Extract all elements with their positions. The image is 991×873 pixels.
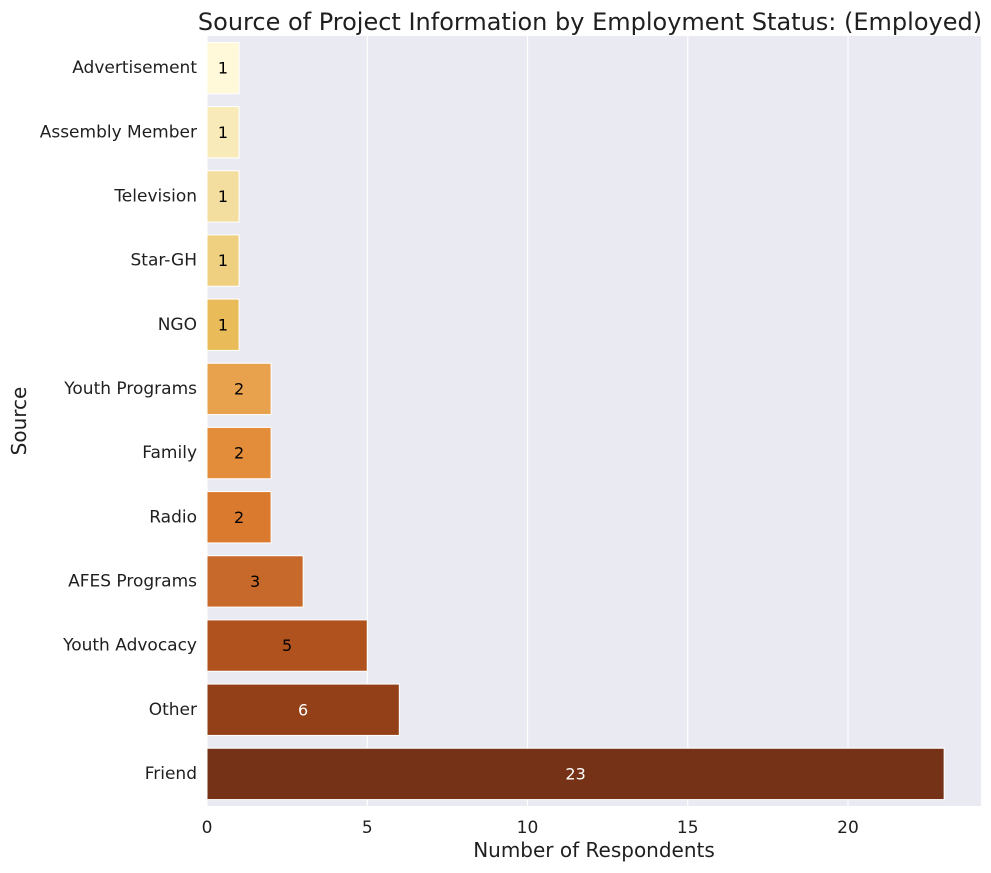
x-tick-label: 5 — [362, 818, 373, 838]
y-tick-label: Other — [149, 700, 197, 720]
bar — [206, 491, 272, 544]
bars — [206, 41, 945, 801]
y-tick-label: Youth Programs — [63, 379, 197, 399]
bar-value-label: 2 — [234, 508, 244, 527]
bar — [206, 747, 945, 801]
y-tick-label: AFES Programs — [68, 571, 197, 591]
bar — [206, 555, 304, 608]
bar-value-label: 5 — [282, 636, 292, 655]
bar-value-label: 1 — [218, 251, 228, 270]
y-tick-label: Friend — [145, 764, 197, 784]
bar-value-label: 1 — [218, 59, 228, 78]
bar-value-label: 2 — [234, 379, 244, 398]
x-tick-label: 0 — [202, 818, 213, 838]
bar — [206, 362, 272, 416]
bar — [206, 298, 240, 351]
bar-value-label: 3 — [250, 572, 260, 591]
bar — [206, 41, 240, 95]
x-tick-labels: 0 5 10 15 20 — [202, 818, 859, 838]
x-axis-label: Number of Respondents — [473, 838, 715, 862]
y-tick-labels: Advertisement Assembly Member Television St… — [40, 58, 198, 784]
bar-value-label: 6 — [298, 700, 308, 719]
y-tick-label: Advertisement — [72, 58, 197, 78]
bar-value-label: 23 — [565, 764, 585, 783]
bar — [206, 106, 240, 159]
chart-title: Source of Project Information by Employm… — [198, 8, 982, 36]
bar-value-label: 1 — [218, 123, 228, 142]
plot-background — [207, 36, 981, 806]
y-tick-label: Family — [142, 443, 197, 463]
bar — [206, 619, 368, 672]
y-tick-label: NGO — [158, 315, 197, 335]
y-tick-label: Radio — [149, 507, 197, 527]
bar-value-label: 1 — [218, 187, 228, 206]
x-tick-label: 10 — [517, 818, 539, 838]
bar — [206, 426, 272, 480]
x-tick-label: 20 — [837, 818, 859, 838]
x-tick-label: 15 — [677, 818, 699, 838]
y-tick-label: Youth Advocacy — [62, 636, 197, 656]
bar-value-label: 2 — [234, 444, 244, 463]
bar — [206, 234, 240, 287]
bar — [206, 683, 400, 736]
y-tick-label: Television — [113, 186, 197, 206]
y-tick-label: Assembly Member — [40, 122, 197, 142]
y-tick-label: Star-GH — [131, 251, 198, 271]
y-axis-label: Source — [7, 387, 31, 456]
gridlines — [206, 36, 849, 806]
bar-value-label: 1 — [218, 315, 228, 334]
bar — [206, 170, 240, 223]
